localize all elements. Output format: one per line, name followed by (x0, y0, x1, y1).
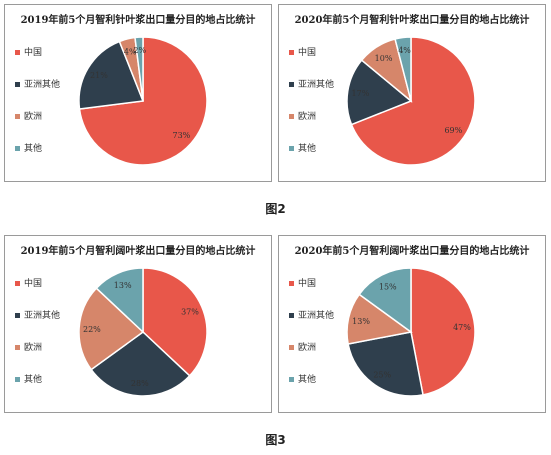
legend-marker (15, 50, 20, 55)
figure-caption: 图3 (265, 433, 286, 447)
slice-data-label: 28% (131, 379, 149, 388)
chart-title: 2019年前5个月智利阔叶浆出口量分目的地占比统计 (20, 246, 256, 257)
legend-marker (289, 82, 294, 87)
legend-marker (15, 281, 20, 286)
legend-item-asia-other: 亚洲其他 (15, 308, 60, 321)
slice-data-label: 22% (83, 325, 101, 334)
legend-marker (289, 50, 294, 55)
pie-chart: 47% 25% 13% 15% (346, 267, 476, 397)
legend-marker (15, 114, 20, 119)
pie-chart: 73% 21% 4%2% (78, 36, 208, 166)
legend-label: 亚洲其他 (298, 311, 335, 321)
legend-label: 亚洲其他 (24, 80, 61, 90)
legend-label: 其他 (298, 375, 317, 385)
legend-item-asia-other: 亚洲其他 (15, 77, 60, 90)
legend-marker (15, 345, 20, 350)
slice-china (142, 267, 208, 377)
slice-data-label: 4% (124, 47, 137, 56)
slice-data-label: 69% (444, 126, 462, 135)
slice-data-label: 73% (173, 131, 191, 140)
chart-panel-2019-hardwood: 2019年前5个月智利阔叶浆出口量分目的地占比统计 中国 亚洲其他 欧洲 其他 … (4, 235, 272, 413)
legend-marker (15, 146, 20, 151)
legend-item-china: 中国 (289, 45, 316, 58)
legend-marker (289, 281, 294, 286)
legend-item-asia-other: 亚洲其他 (289, 77, 334, 90)
slice-china (350, 36, 476, 166)
legend-marker (289, 377, 294, 382)
legend-label: 亚洲其他 (298, 80, 335, 90)
legend-marker (15, 377, 20, 382)
chart-title: 2020年前5个月智利针叶浆出口量分目的地占比统计 (294, 15, 530, 26)
legend-item-china: 中国 (15, 276, 42, 289)
slice-data-label: 15% (379, 282, 397, 291)
slice-other (358, 267, 412, 334)
legend-label: 中国 (298, 48, 317, 58)
legend-item-other: 其他 (15, 141, 42, 154)
legend-label: 中国 (24, 48, 43, 58)
legend-label: 欧洲 (298, 112, 317, 122)
legend-item-europe: 欧洲 (15, 109, 42, 122)
legend-item-other: 其他 (15, 372, 42, 385)
legend-item-china: 中国 (289, 276, 316, 289)
legend-label: 欧洲 (24, 343, 43, 353)
slice-data-label: 2% (133, 46, 146, 55)
legend-marker (289, 114, 294, 119)
slice-asia-other (90, 331, 191, 397)
slice-asia-other (346, 59, 413, 126)
legend-item-other: 其他 (289, 372, 316, 385)
legend-label: 亚洲其他 (24, 311, 61, 321)
slice-data-label: 13% (352, 317, 370, 326)
legend-item-europe: 欧洲 (289, 109, 316, 122)
legend-marker (15, 82, 20, 87)
legend-label: 其他 (24, 375, 43, 385)
chart-title: 2020年前5个月智利阔叶浆出口量分目的地占比统计 (294, 246, 530, 257)
legend-item-europe: 欧洲 (289, 340, 316, 353)
slice-asia-other (347, 331, 424, 397)
slice-data-label: 4% (398, 46, 411, 55)
pie-chart: 37% 28% 22% 13% (78, 267, 208, 397)
legend-label: 中国 (24, 279, 43, 289)
slice-china (410, 267, 476, 396)
legend-label: 其他 (298, 144, 317, 154)
legend-label: 欧洲 (298, 343, 317, 353)
slice-data-label: 10% (375, 54, 393, 63)
legend-item-other: 其他 (289, 141, 316, 154)
chart-panel-2019-softwood: 2019年前5个月智利针叶浆出口量分目的地占比统计 中国 亚洲其他 欧洲 其他 … (4, 4, 272, 182)
legend-item-asia-other: 亚洲其他 (289, 308, 334, 321)
slice-data-label: 47% (453, 323, 471, 332)
slice-data-label: 37% (181, 308, 199, 317)
legend-label: 欧洲 (24, 112, 43, 122)
chart-panel-2020-hardwood: 2020年前5个月智利阔叶浆出口量分目的地占比统计 中国 亚洲其他 欧洲 其他 … (278, 235, 546, 413)
slice-other (95, 267, 144, 334)
slice-data-label: 17% (352, 89, 370, 98)
chart-panel-2020-softwood: 2020年前5个月智利针叶浆出口量分目的地占比统计 中国 亚洲其他 欧洲 其他 … (278, 4, 546, 182)
pie-chart: 69% 17% 10% 4% (346, 36, 476, 166)
slice-other (394, 36, 412, 102)
legend-item-europe: 欧洲 (15, 340, 42, 353)
slice-data-label: 13% (114, 281, 132, 290)
chart-title: 2019年前5个月智利针叶浆出口量分目的地占比统计 (20, 15, 256, 26)
legend-label: 其他 (24, 144, 43, 154)
slice-other (134, 36, 144, 102)
legend-marker (15, 313, 20, 318)
slice-europe (78, 287, 145, 371)
legend-item-china: 中国 (15, 45, 42, 58)
slice-asia-other (78, 40, 145, 110)
legend-label: 中国 (298, 279, 317, 289)
slice-data-label: 21% (90, 71, 108, 80)
legend-marker (289, 313, 294, 318)
legend-marker (289, 345, 294, 350)
figure-caption: 图2 (265, 202, 286, 216)
slice-data-label: 25% (373, 370, 391, 379)
legend-marker (289, 146, 294, 151)
